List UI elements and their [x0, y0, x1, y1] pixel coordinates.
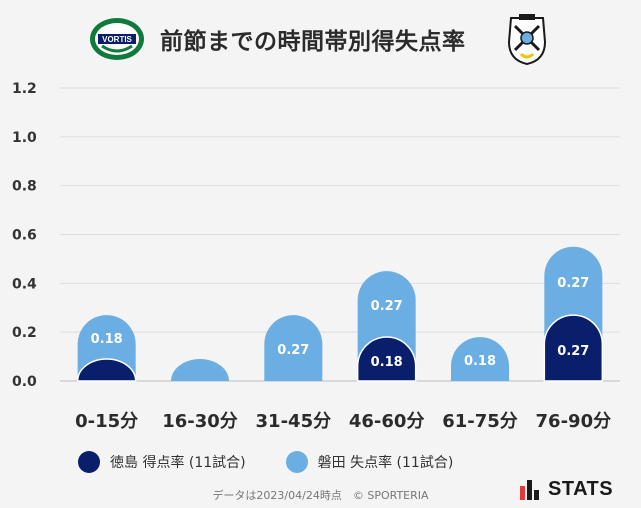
x-tick-label: 76-90分	[536, 411, 612, 432]
data-label-tokushima: 0.27	[557, 344, 589, 359]
bar-iwata	[451, 337, 509, 381]
x-tick-label: 16-30分	[162, 411, 238, 432]
x-tick-label: 0-15分	[75, 411, 138, 432]
y-tick-label: 1.0	[12, 130, 37, 146]
x-tick-label: 31-45分	[256, 411, 332, 432]
x-tick-label: 61-75分	[442, 411, 518, 432]
bar-tokushima	[76, 358, 137, 382]
legend-label-iwata: 磐田 失点率 (11試合)	[317, 455, 454, 471]
iwata-logo	[503, 12, 551, 70]
legend-label-tokushima: 徳島 得点率 (11試合)	[110, 455, 246, 471]
y-tick-label: 0.0	[12, 374, 37, 390]
stats-logo-icon	[520, 479, 539, 500]
bar-tokushima	[543, 314, 604, 382]
y-tick-label: 0.6	[12, 228, 37, 244]
bar-iwata	[171, 359, 229, 381]
svg-text:VORTIS: VORTIS	[102, 35, 132, 44]
chart-title: 前節までの時間帯別得失点率	[160, 29, 466, 55]
stats-brand-text: STATS	[548, 478, 614, 500]
data-label-tokushima: 0.18	[371, 355, 403, 370]
y-tick-label: 0.4	[12, 276, 37, 292]
y-tick-label: 0.2	[12, 325, 37, 341]
x-tick-label: 46-60分	[349, 411, 425, 432]
footer-note: データは2023/04/24時点 © SPORTERIA	[212, 489, 429, 502]
bar-tokushima	[356, 336, 417, 382]
data-label-iwata: 0.18	[464, 354, 496, 369]
data-label-iwata: 0.27	[371, 299, 403, 314]
data-label-iwata: 0.27	[277, 343, 309, 358]
y-tick-label: 0.8	[12, 179, 37, 195]
y-tick-label: 1.2	[12, 81, 37, 97]
legend-dot-iwata	[285, 451, 308, 473]
chart-header: VORTIS 前節までの時間帯別得失点率	[0, 0, 641, 80]
stats-brand: STATS	[520, 478, 613, 501]
legend-item-iwata: 磐田 失点率 (11試合)	[285, 451, 454, 473]
tokushima-logo: VORTIS	[88, 16, 146, 66]
legend-dot-tokushima	[78, 451, 100, 473]
legend: 徳島 得点率 (11試合) 磐田 失点率 (11試合)	[78, 450, 493, 474]
data-label-iwata: 0.18	[91, 332, 123, 347]
bar-iwata	[264, 315, 323, 381]
data-label-iwata: 0.27	[557, 276, 589, 291]
bar-chart: 0.0 0.2 0.4 0.6 0.8 1.0 1.2 0.18 0-15分 16-30分 0.27…	[12, 81, 620, 432]
legend-item-tokushima: 徳島 得点率 (11試合)	[78, 451, 246, 473]
